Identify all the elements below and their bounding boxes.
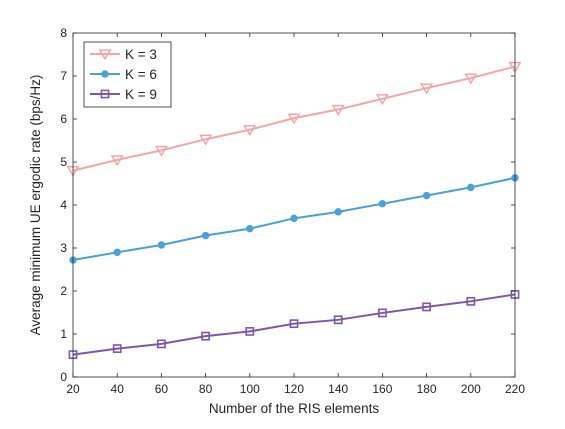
data-point	[157, 339, 166, 349]
y-tick-label: 1	[60, 327, 67, 341]
data-point	[331, 104, 345, 116]
series-line	[72, 65, 516, 172]
y-tick-label: 2	[60, 284, 67, 298]
series-1	[66, 61, 522, 178]
data-point	[199, 134, 213, 146]
x-tick-label: 160	[372, 382, 392, 396]
data-point	[243, 125, 257, 137]
legend-marker	[98, 49, 112, 61]
x-tick-label: 180	[417, 382, 437, 396]
legend-item: K = 3	[90, 47, 157, 62]
x-axis-title: Number of the RIS elements	[209, 401, 380, 416]
data-point	[201, 231, 210, 240]
data-point	[290, 214, 298, 223]
data-point	[375, 94, 389, 106]
data-point	[466, 296, 476, 306]
y-tick-label: 6	[60, 112, 67, 126]
axes-layer: 20 40 60 80 100 120 140 160 180 200 220 0 1 2 3 4 5 6 7 8	[60, 26, 525, 396]
data-point	[289, 319, 299, 329]
data-point	[245, 327, 255, 336]
legend-item: K = 9	[90, 87, 157, 102]
x-tick-label: 80	[199, 382, 213, 396]
data-point	[378, 200, 387, 208]
data-point	[333, 315, 343, 325]
x-tick-label: 100	[240, 382, 260, 396]
x-tick-label: 60	[155, 382, 169, 396]
y-axis-title: Average minimum UE ergodic rate (bps/Hz)	[28, 75, 43, 336]
legend-label: K = 9	[125, 87, 157, 102]
x-tick-label: 120	[284, 382, 304, 396]
legend-item: K = 6	[90, 67, 157, 82]
legend-label: K = 3	[125, 47, 157, 62]
data-point	[112, 344, 122, 354]
y-tick-label: 0	[60, 370, 67, 384]
x-tick-label: 20	[66, 382, 80, 396]
data-point	[467, 183, 475, 192]
data-point	[154, 145, 168, 157]
series-2	[69, 174, 519, 264]
x-tick-label: 220	[505, 382, 525, 396]
legend-label: K = 6	[125, 67, 157, 82]
data-point	[201, 331, 210, 341]
data-point	[420, 83, 434, 95]
data-point	[246, 224, 254, 233]
y-tick-label: 3	[60, 241, 67, 255]
y-tick-label: 4	[60, 198, 67, 212]
y-tick-label: 5	[60, 155, 67, 169]
y-tick-label: 8	[60, 26, 67, 40]
series-line	[72, 293, 516, 356]
y-tick-label: 7	[60, 69, 67, 83]
data-point	[464, 73, 478, 85]
data-point	[110, 155, 124, 167]
data-point	[334, 208, 342, 216]
data-point	[157, 241, 166, 249]
data-point	[422, 302, 431, 312]
x-tick-label: 140	[328, 382, 348, 396]
data-point	[377, 308, 387, 318]
legend-marker	[101, 70, 109, 78]
data-point	[287, 113, 301, 125]
x-tick-label: 40	[111, 382, 125, 396]
data-point	[422, 191, 431, 200]
series-layer	[66, 61, 522, 360]
legend-marker	[100, 89, 110, 99]
x-tick-label: 200	[461, 382, 481, 396]
legend: K = 3 K = 6 K = 9	[83, 41, 172, 108]
data-point	[113, 248, 121, 257]
